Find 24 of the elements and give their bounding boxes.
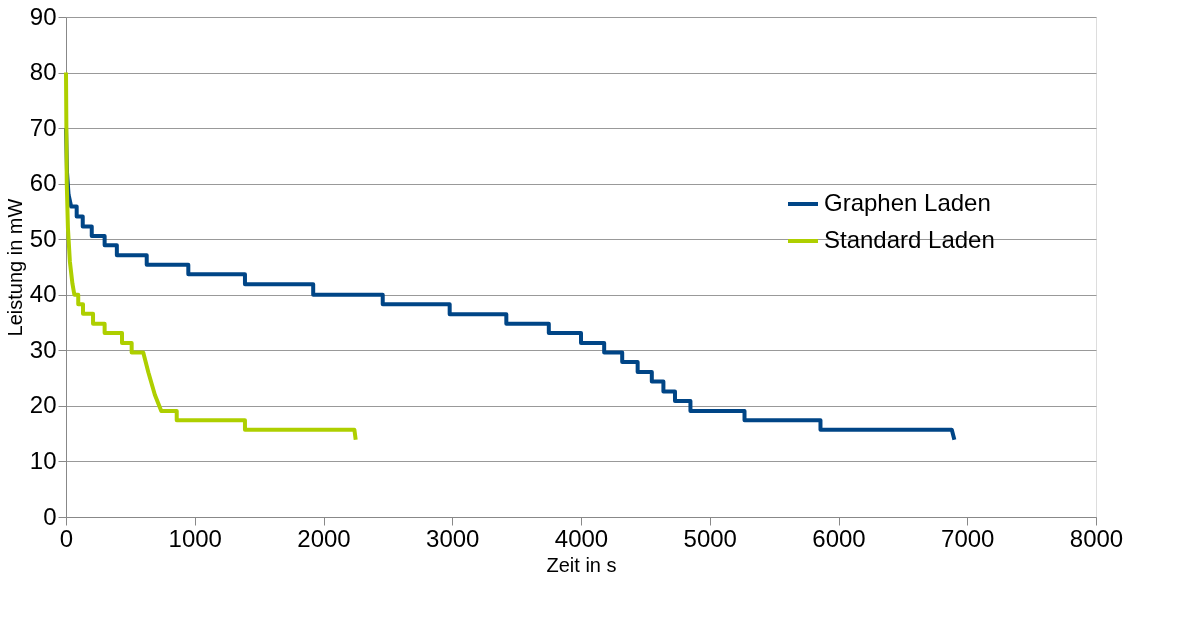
x-axis-title: Zeit in s xyxy=(546,553,617,576)
y-tick-label: 0 xyxy=(43,502,57,530)
y-axis-title: Leistung in mW xyxy=(3,198,26,337)
x-tick-label: 3000 xyxy=(426,524,480,552)
x-tick-label: 6000 xyxy=(812,524,866,552)
y-tick-label: 40 xyxy=(29,280,57,308)
y-tick-label: 80 xyxy=(29,58,57,86)
legend-label: Standard Laden xyxy=(824,226,995,253)
y-tick-label: 50 xyxy=(29,224,57,252)
y-tick-label: 10 xyxy=(29,446,57,474)
x-tick-label: 2000 xyxy=(297,524,351,552)
y-tick-label: 70 xyxy=(29,113,57,141)
x-tick-label: 4000 xyxy=(554,524,609,552)
y-tick-label: 90 xyxy=(29,2,57,30)
x-tick-label: 8000 xyxy=(1069,524,1124,552)
x-tick-label: 7000 xyxy=(941,524,995,552)
x-tick-label: 5000 xyxy=(683,524,737,552)
x-tick-label: 1000 xyxy=(168,524,222,552)
line-series xyxy=(64,70,358,442)
x-tick-label: 0 xyxy=(59,524,74,552)
y-tick-label: 20 xyxy=(29,391,57,419)
y-tick-label: 60 xyxy=(29,169,57,197)
y-tick-label: 30 xyxy=(29,335,57,363)
legend-label: Graphen Laden xyxy=(824,189,991,216)
